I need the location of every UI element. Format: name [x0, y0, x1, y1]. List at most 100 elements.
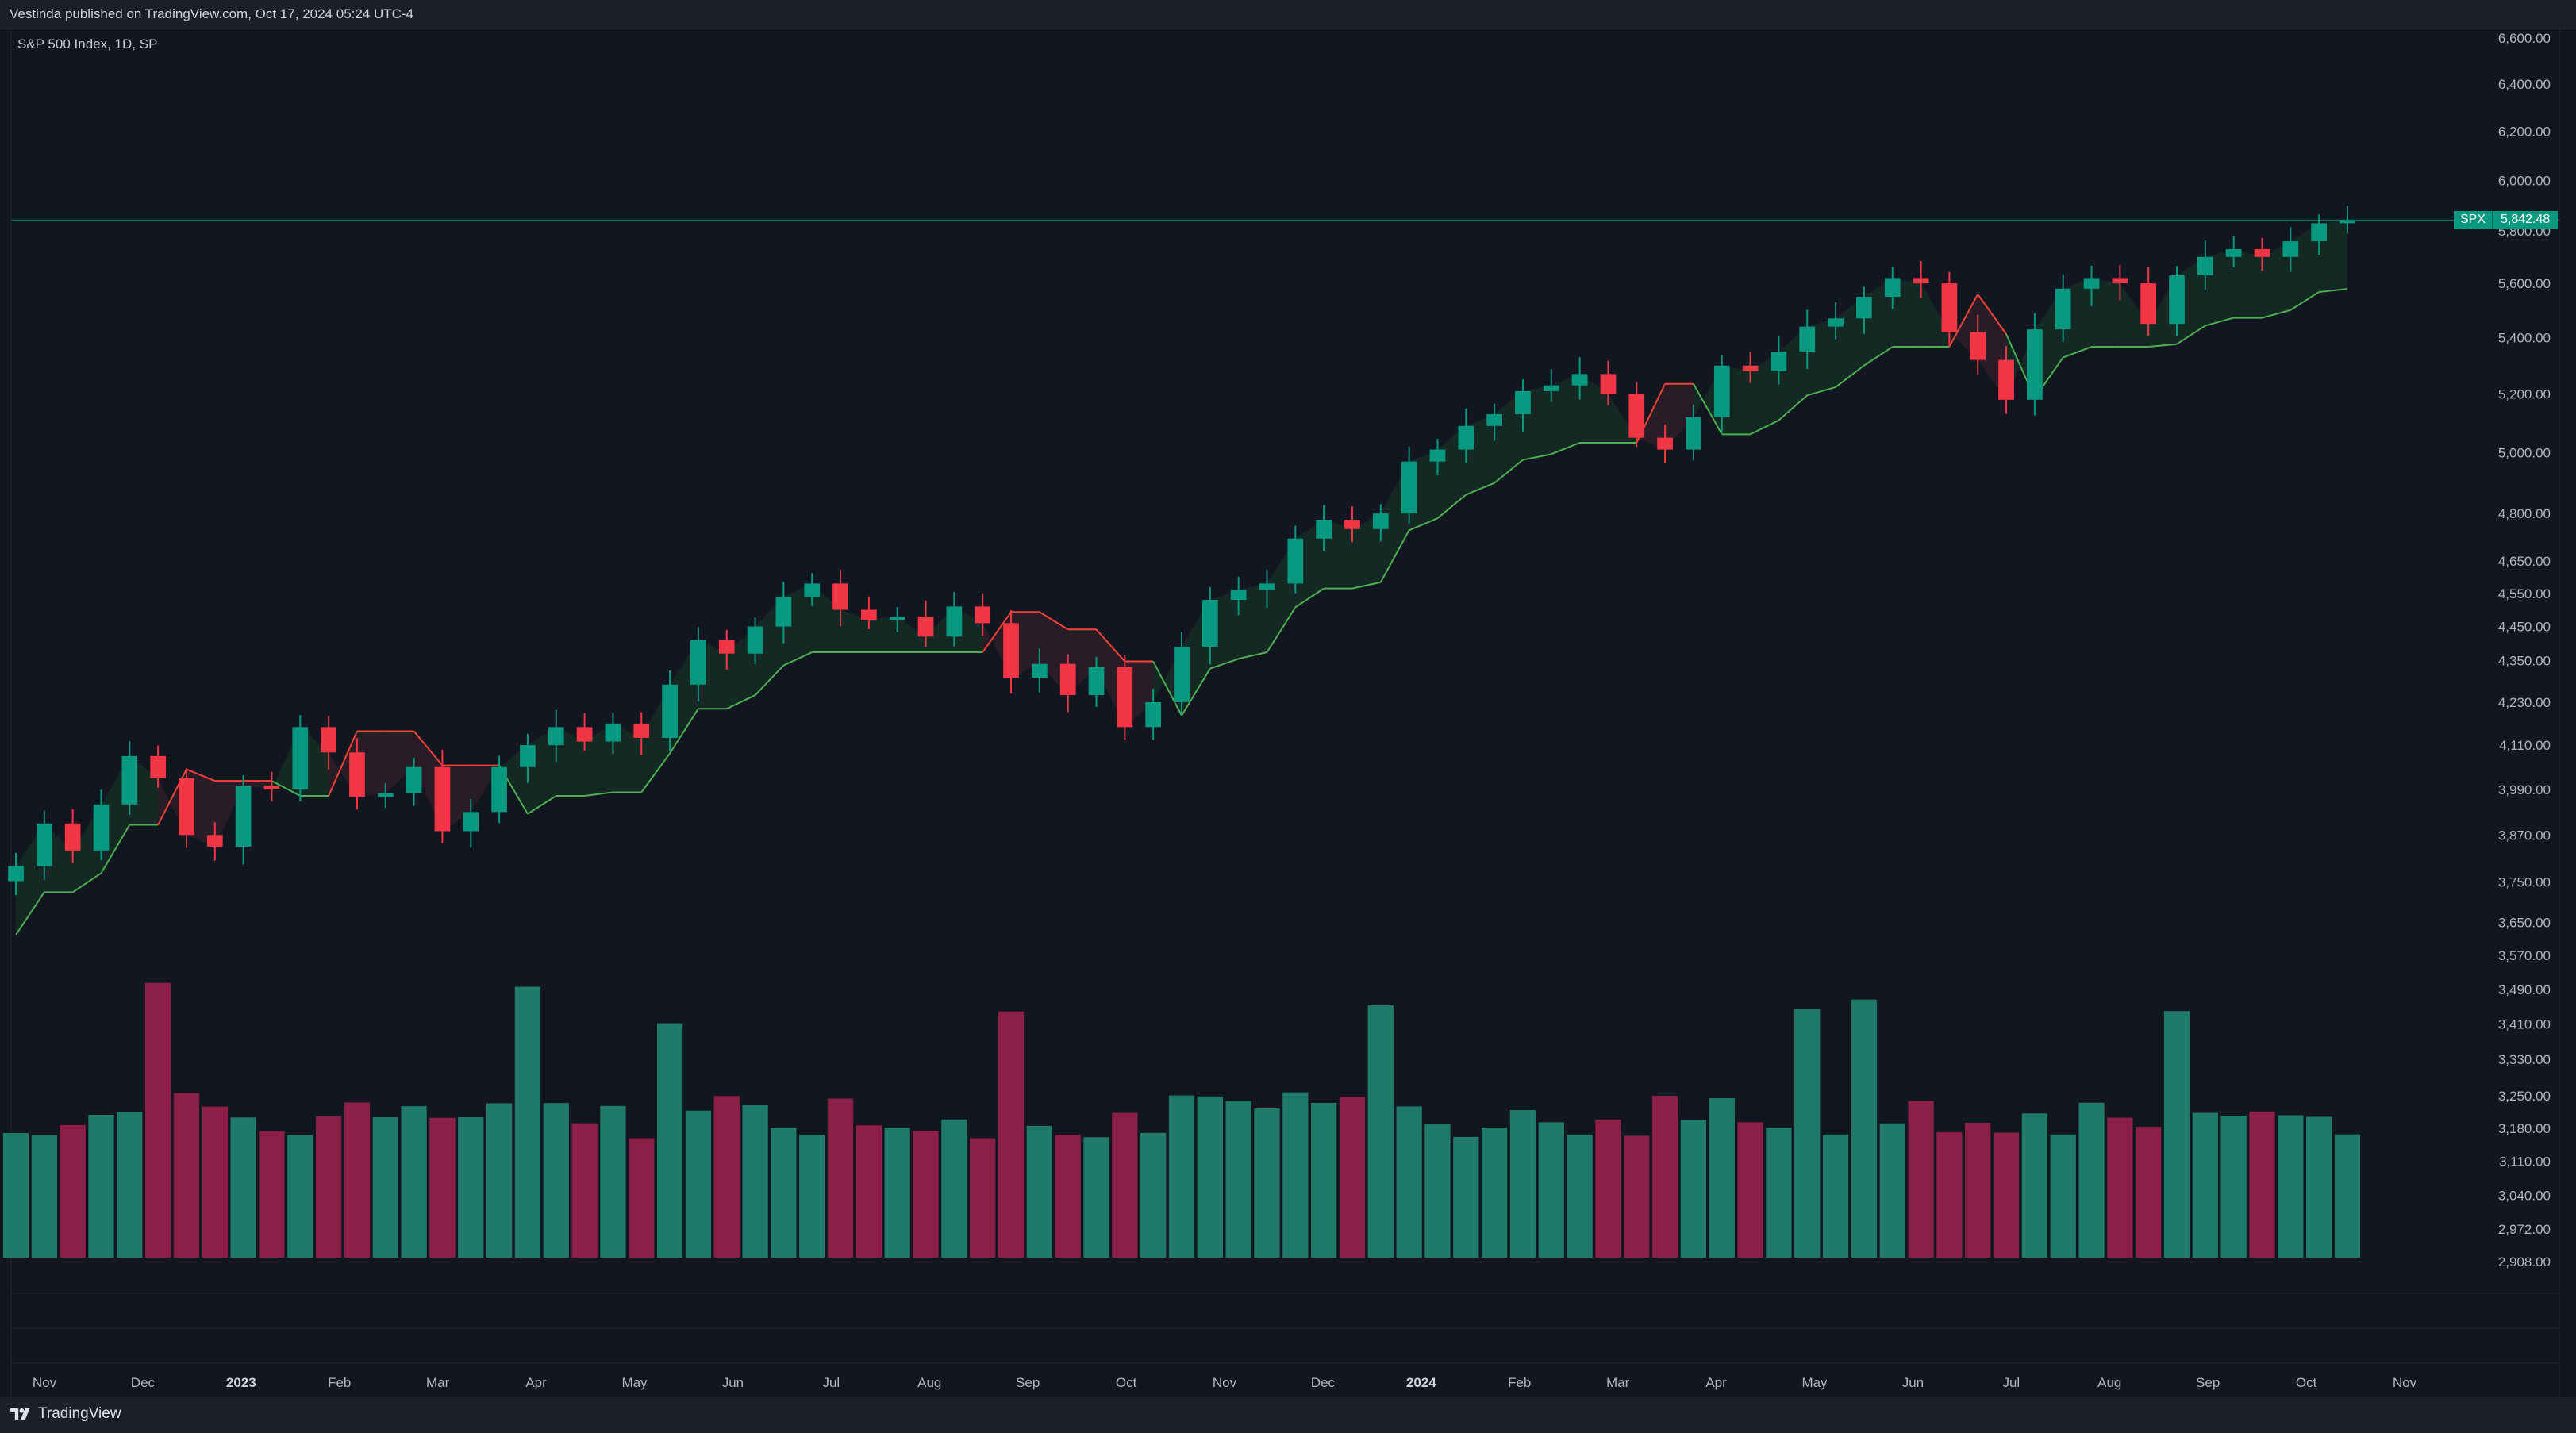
volume-bar	[656, 1023, 683, 1258]
volume-bar	[1509, 1110, 1536, 1258]
candle-body	[377, 793, 394, 797]
volume-bar	[1481, 1128, 1508, 1258]
trail-fill	[2120, 283, 2149, 348]
trail-line	[1977, 294, 2007, 335]
volume-bar	[998, 1011, 1025, 1258]
volume-bar	[1822, 1134, 1849, 1258]
candle-body	[1344, 519, 1360, 529]
time-axis: Nov Dec 2023 Feb Mar Apr May Jun Jul Aug Sep Oct Nov…	[33, 1375, 2417, 1390]
chart-title: S&P 500 Index, 1D, SP	[17, 36, 158, 52]
trail-line	[1465, 482, 1495, 496]
trail-line	[754, 664, 785, 696]
volume-bar	[543, 1103, 569, 1258]
price-tick-label: 4,650.00	[2498, 554, 2551, 569]
candle-body	[235, 786, 252, 847]
price-tick-label: 6,600.00	[2498, 31, 2551, 46]
volume-bar	[771, 1128, 797, 1258]
trail-line	[1494, 459, 1524, 484]
price-tag-symbol: SPX	[2454, 211, 2493, 229]
candle-body	[1145, 701, 1162, 728]
candle-body	[1429, 449, 1446, 462]
candle-body	[2340, 220, 2355, 224]
trail-fill	[812, 583, 841, 653]
candle-body	[1657, 437, 1673, 450]
trail-line	[982, 611, 1012, 653]
volume-bar	[1453, 1136, 1479, 1258]
volume-bar	[1908, 1101, 1934, 1258]
price-tick-label: 6,200.00	[2498, 125, 2551, 140]
trail-line	[72, 872, 102, 893]
candle-body	[605, 723, 621, 742]
volume-bar	[913, 1131, 939, 1258]
price-tick-label: 3,180.00	[2498, 1121, 2551, 1136]
volume-bar	[117, 1112, 143, 1258]
time-tick-label: Oct	[2296, 1375, 2317, 1390]
price-tick-label: 3,570.00	[2498, 948, 2551, 963]
candle-body	[64, 823, 81, 851]
trail-line	[271, 780, 301, 797]
candle-body	[804, 583, 821, 597]
price-tick-label: 5,400.00	[2498, 331, 2551, 346]
trail-line	[186, 768, 216, 782]
candle-body	[8, 866, 24, 882]
volume-bar	[1026, 1125, 1052, 1258]
volume-bar	[742, 1105, 768, 1258]
candle-body	[1600, 374, 1617, 394]
volume-bar	[315, 1116, 342, 1258]
trail-line	[1181, 668, 1211, 716]
volume-bar	[2192, 1112, 2218, 1258]
candle-body	[491, 766, 507, 813]
volume-bar	[685, 1110, 712, 1258]
trail-line	[1266, 606, 1297, 653]
volume-bar	[1168, 1095, 1195, 1258]
candle-body	[1628, 394, 1645, 438]
candle-body	[2197, 256, 2213, 276]
volume-bar	[2278, 1115, 2304, 1258]
volume-bar	[1624, 1135, 1650, 1258]
trail-line	[1436, 494, 1467, 519]
price-tick-label: 5,000.00	[2498, 445, 2551, 460]
candle-body	[1771, 352, 1787, 371]
candle-body	[1913, 278, 1929, 284]
trail-line	[1095, 628, 1126, 663]
last-price-tag: SPX 5,842.48	[2454, 211, 2559, 229]
time-tick-label: Jul	[2002, 1375, 2020, 1390]
volume-bar	[287, 1135, 313, 1258]
trail-fill	[1238, 583, 1267, 659]
volume-bar	[1339, 1097, 1366, 1258]
volume-bar	[1140, 1132, 1167, 1258]
trail-line	[1522, 453, 1551, 461]
volume-bar	[2220, 1116, 2247, 1258]
price-tick-label: 3,110.00	[2499, 1154, 2551, 1170]
price-axis: 6,600.006,400.006,200.006,000.005,800.00…	[2498, 31, 2551, 1270]
volume-bar	[429, 1117, 456, 1258]
trail-line	[1750, 419, 1779, 436]
trail-line	[1693, 383, 1723, 435]
time-tick-label: Jun	[1902, 1375, 1924, 1390]
time-tick-label: Oct	[1116, 1375, 1137, 1390]
candle-body	[1856, 296, 1872, 319]
trail-line	[1379, 529, 1410, 583]
volume-bar	[259, 1131, 285, 1258]
volume-bar	[2021, 1113, 2048, 1258]
trail-line	[15, 891, 45, 935]
candle-body	[747, 626, 763, 654]
candle-body	[832, 583, 848, 610]
candle-body	[1543, 385, 1559, 391]
price-tick-label: 4,550.00	[2498, 586, 2551, 601]
trail-fill	[1551, 374, 1580, 455]
tradingview-logo[interactable]: TradingView	[10, 1405, 121, 1423]
volume-bar	[1567, 1134, 1593, 1258]
volume-bar	[2050, 1134, 2076, 1258]
volume-bar	[1083, 1137, 1109, 1258]
volume-bar	[1424, 1124, 1451, 1258]
candle-body	[1515, 390, 1531, 415]
trail-line	[1806, 386, 1836, 397]
candle-body	[36, 823, 52, 866]
candle-body	[861, 609, 877, 620]
volume-bar	[1965, 1122, 1991, 1258]
volume-bar	[855, 1125, 882, 1258]
volume-bar	[2163, 1011, 2190, 1258]
candle-body	[206, 835, 223, 847]
